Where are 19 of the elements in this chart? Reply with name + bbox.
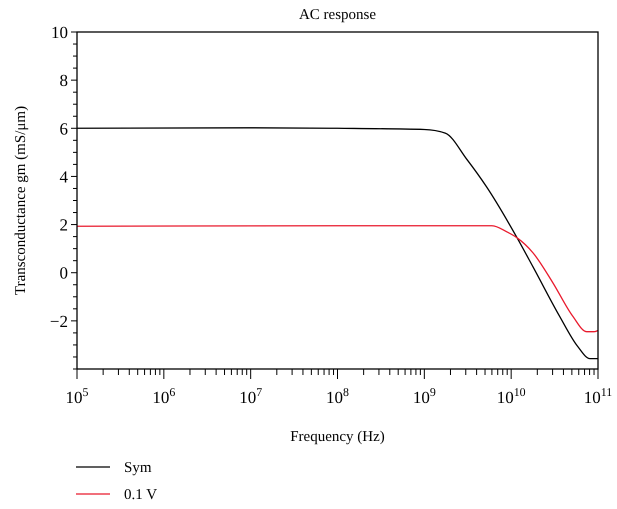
- y-tick-label: 0: [60, 264, 68, 283]
- legend-label: 0.1 V: [124, 487, 158, 503]
- y-tick-label: 10: [51, 23, 68, 42]
- x-tick-label: 10$^{11}$: [584, 385, 612, 407]
- y-axis-title: Transconductance gm (mS/μm): [13, 106, 29, 296]
- y-tick-label: 6: [60, 119, 68, 138]
- y-tick-label: 2: [60, 216, 68, 235]
- x-tick-label: 10$^{9}$: [412, 385, 436, 407]
- x-tick-label: 10$^{8}$: [326, 385, 350, 407]
- legend-label: Sym: [124, 460, 152, 476]
- x-tick-label: 10$^{5}$: [66, 385, 89, 407]
- x-tick-label: 10$^{7}$: [239, 385, 262, 407]
- y-tick-label: 4: [60, 167, 68, 186]
- x-tick-label: 10$^{6}$: [152, 385, 176, 407]
- chart-title: AC response: [298, 7, 376, 23]
- x-axis-title: Frequency (Hz): [290, 429, 385, 445]
- y-tick-label: −2: [50, 312, 68, 331]
- y-tick-label: 8: [60, 71, 68, 90]
- x-tick-label: 10$^{10}$: [496, 385, 526, 407]
